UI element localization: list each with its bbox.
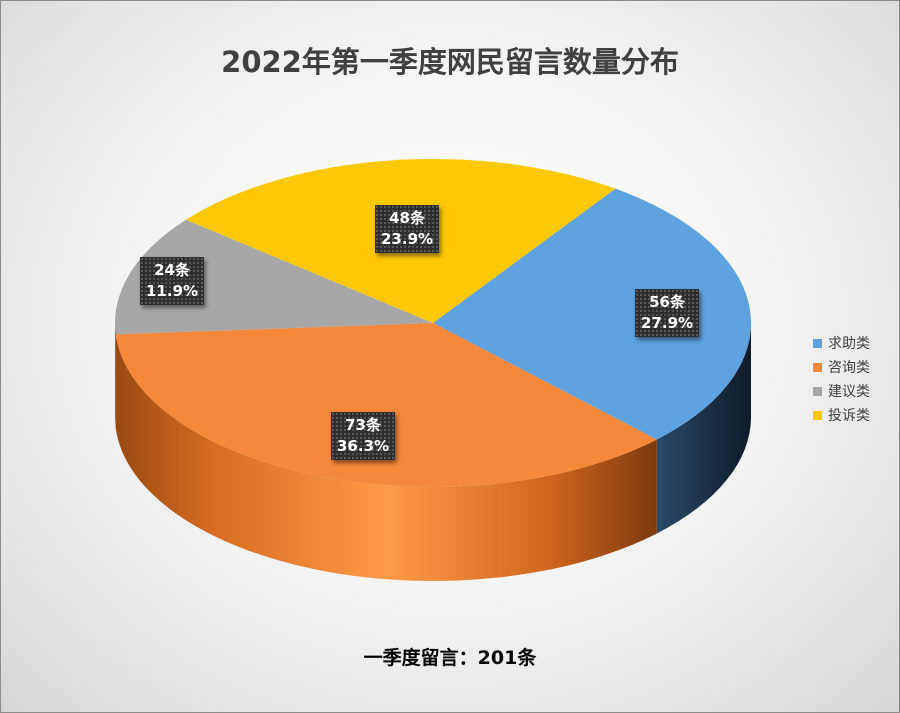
legend-label: 求助类 xyxy=(828,336,870,352)
pie-side-consult xyxy=(115,334,657,581)
legend-swatch xyxy=(813,338,822,348)
legend-item-consult: 咨询类 xyxy=(813,355,870,379)
legend: 求助类咨询类建议类投诉类 xyxy=(813,331,870,427)
legend-label: 投诉类 xyxy=(828,408,870,424)
data-label-help: 56条 27.9% xyxy=(635,289,700,337)
chart-subtitle: 一季度留言：201条 xyxy=(363,647,537,669)
pie-side-suggest xyxy=(115,323,116,429)
data-label-percent: 23.9% xyxy=(381,230,434,248)
data-label-percent: 27.9% xyxy=(641,314,694,332)
data-label-suggest: 24条 11.9% xyxy=(140,257,205,305)
pie-slice-consult xyxy=(115,323,657,487)
chart-title: 2022年第一季度网民留言数量分布 xyxy=(221,45,679,79)
legend-item-suggest: 建议类 xyxy=(813,379,870,403)
legend-item-help: 求助类 xyxy=(813,331,870,355)
data-label-percent: 11.9% xyxy=(146,282,199,300)
legend-swatch xyxy=(813,410,822,420)
legend-label: 建议类 xyxy=(828,384,870,400)
data-label-value: 73条 xyxy=(345,416,381,434)
data-label-value: 56条 xyxy=(649,293,685,311)
legend-label: 咨询类 xyxy=(828,360,870,376)
pie-slice-suggest xyxy=(115,219,433,335)
legend-swatch xyxy=(813,362,822,372)
pie-side-help xyxy=(656,323,751,534)
pie-slice-help xyxy=(433,188,751,440)
legend-item-complain: 投诉类 xyxy=(813,403,870,427)
legend-swatch xyxy=(813,386,822,396)
data-label-value: 48条 xyxy=(389,209,425,227)
data-label-complain: 48条 23.9% xyxy=(375,205,440,253)
data-label-consult: 73条 36.3% xyxy=(331,412,396,460)
data-label-value: 24条 xyxy=(154,261,190,279)
data-label-percent: 36.3% xyxy=(337,437,390,455)
